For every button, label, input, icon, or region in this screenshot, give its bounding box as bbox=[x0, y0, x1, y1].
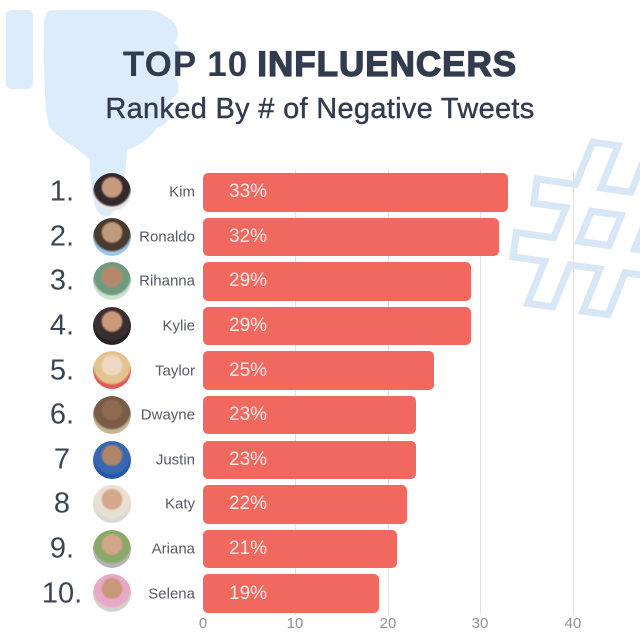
bar: 29% bbox=[203, 306, 472, 346]
gridline bbox=[295, 170, 296, 615]
avatar bbox=[93, 306, 131, 345]
influencer-name: Rihanna bbox=[139, 272, 195, 290]
bar-value-label: 23% bbox=[229, 448, 268, 470]
bar: 23% bbox=[203, 440, 416, 480]
table-row: 5. Taylor 25% bbox=[0, 351, 640, 390]
bar: 29% bbox=[203, 262, 472, 301]
x-tick-label: 40 bbox=[564, 615, 582, 632]
bar-value-label: 32% bbox=[229, 225, 268, 247]
influencer-name: Ariana bbox=[151, 540, 195, 558]
table-row: 8 Katy 22% bbox=[0, 485, 640, 524]
rank-label: 9. bbox=[49, 532, 75, 565]
avatar bbox=[93, 351, 131, 390]
page-title: TOP 10 INFLUENCERS bbox=[0, 45, 640, 85]
bar: 21% bbox=[203, 529, 398, 569]
rank-label: 1. bbox=[49, 175, 75, 208]
influencer-name: Taylor bbox=[154, 362, 195, 380]
bar-value-label: 22% bbox=[229, 493, 268, 515]
rank-label: 5. bbox=[49, 354, 75, 387]
chart-header: TOP 10 INFLUENCERS Ranked By # of Negativ… bbox=[0, 45, 640, 125]
influencer-name: Kylie bbox=[162, 317, 195, 335]
bar: 22% bbox=[203, 485, 407, 524]
bar-chart: 1. Kim 33% 2. Ronaldo 32% 3. Rihanna 29%… bbox=[0, 173, 640, 619]
bar-value-label: 29% bbox=[229, 270, 268, 292]
table-row: 7 Justin 23% bbox=[0, 440, 640, 480]
bar: 33% bbox=[203, 173, 509, 212]
influencer-name: Ronaldo bbox=[139, 228, 195, 246]
avatar bbox=[93, 262, 131, 301]
bar-value-label: 29% bbox=[229, 315, 268, 337]
avatar bbox=[93, 440, 131, 479]
x-tick-label: 20 bbox=[379, 615, 397, 632]
gridline bbox=[480, 170, 481, 615]
x-tick-label: 10 bbox=[286, 615, 304, 632]
x-tick-label: 0 bbox=[198, 615, 208, 632]
table-row: 10. Selena 19% bbox=[0, 574, 640, 613]
rank-label: 7 bbox=[53, 443, 71, 476]
influencer-name: Dwayne bbox=[140, 406, 195, 424]
influencer-name: Kim bbox=[169, 183, 195, 201]
table-row: 1. Kim 33% bbox=[0, 173, 640, 212]
rank-label: 6. bbox=[49, 398, 75, 431]
page-subtitle: Ranked By # of Negative Tweets bbox=[105, 92, 535, 125]
avatar bbox=[93, 395, 131, 434]
gridline bbox=[573, 170, 574, 615]
title-prefix: TOP 10 bbox=[122, 45, 249, 84]
influencer-name: Selena bbox=[148, 585, 195, 603]
x-tick-label: 30 bbox=[471, 615, 489, 632]
avatar bbox=[93, 485, 131, 524]
rank-label: 3. bbox=[49, 264, 75, 297]
table-row: 6. Dwayne 23% bbox=[0, 395, 640, 435]
bar: 32% bbox=[203, 217, 499, 257]
avatar bbox=[93, 574, 131, 613]
avatar bbox=[93, 173, 131, 211]
rank-label: 2. bbox=[49, 220, 75, 253]
table-row: 3. Rihanna 29% bbox=[0, 262, 640, 301]
rank-label: 4. bbox=[49, 309, 75, 342]
influencer-name: Katy bbox=[164, 495, 195, 513]
bar-value-label: 21% bbox=[229, 538, 268, 559]
x-axis: 0 10 20 30 40 bbox=[0, 615, 640, 637]
table-row: 9. Ariana 21% bbox=[0, 529, 640, 569]
bar-value-label: 23% bbox=[229, 404, 268, 426]
bar: 23% bbox=[203, 395, 416, 435]
bar-value-label: 25% bbox=[229, 359, 268, 381]
gridline bbox=[388, 170, 389, 615]
bar: 19% bbox=[203, 574, 379, 613]
bar-value-label: 33% bbox=[229, 181, 268, 203]
bar-value-label: 19% bbox=[229, 582, 268, 604]
avatar bbox=[93, 217, 131, 256]
table-row: 4. Kylie 29% bbox=[0, 306, 640, 346]
influencer-name: Justin bbox=[155, 451, 195, 469]
avatar bbox=[93, 529, 131, 568]
table-row: 2. Ronaldo 32% bbox=[0, 217, 640, 257]
title-emphasis: INFLUENCERS bbox=[257, 45, 518, 85]
rank-label: 8 bbox=[53, 487, 71, 520]
rank-label: 10. bbox=[41, 577, 83, 610]
bar: 25% bbox=[203, 351, 435, 390]
thumbs-down-icon bbox=[6, 10, 183, 217]
